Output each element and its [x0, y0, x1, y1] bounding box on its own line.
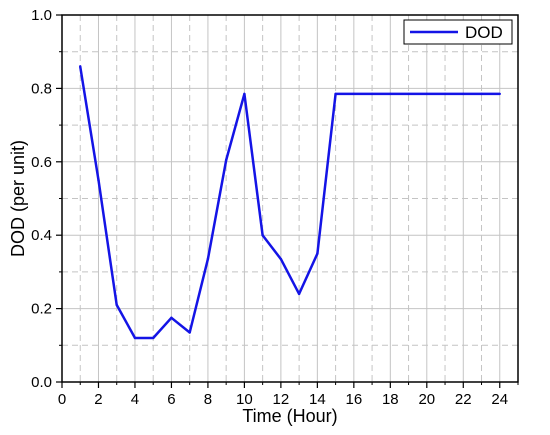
x-tick-label: 10: [236, 391, 253, 408]
x-tick-label: 18: [382, 391, 399, 408]
data-point: [152, 336, 155, 340]
data-point: [170, 316, 173, 319]
data-point: [443, 92, 447, 96]
plot-frame: [61, 14, 519, 383]
data-point: [297, 292, 301, 296]
data-point: [370, 92, 374, 96]
legend: DOD: [403, 19, 513, 45]
x-tick-label: 0: [58, 391, 66, 408]
x-tick-label: 2: [94, 391, 102, 408]
x-tick-label: 12: [273, 391, 290, 408]
x-tick-label: 24: [491, 391, 508, 408]
x-tick-label: 6: [167, 391, 175, 408]
x-axis-label: Time (Hour): [242, 406, 337, 426]
data-point: [334, 92, 337, 96]
data-point: [188, 331, 191, 334]
data-point: [115, 303, 118, 307]
data-point: [316, 252, 319, 255]
tick-labels: 0 2 4 6 8 10 12 14 16 18 20 22 240.00.20.40.60.81.0: [31, 7, 508, 408]
y-tick-label: 0.8: [31, 80, 52, 97]
y-tick-label: 0.2: [31, 301, 52, 318]
series-line-dod: [78, 66, 500, 340]
x-tick-label: 16: [345, 391, 362, 408]
y-axis-label: DOD (per unit): [8, 140, 28, 257]
x-tick-label: 4: [131, 391, 139, 408]
data-point: [224, 158, 228, 162]
series-group: [78, 65, 501, 340]
data-point: [206, 257, 210, 261]
grid: [62, 15, 518, 382]
y-tick-label: 0.4: [31, 227, 52, 244]
data-point: [352, 92, 356, 96]
x-tick-label: 20: [418, 391, 435, 408]
y-tick-label: 1.0: [31, 7, 52, 24]
y-tick-label: 0.0: [31, 374, 52, 391]
legend-label-dod: DOD: [465, 23, 503, 42]
data-point: [425, 92, 428, 96]
axis-ticks: [56, 14, 519, 388]
data-point: [407, 92, 410, 96]
x-tick-label: 8: [204, 391, 212, 408]
data-point: [480, 92, 483, 96]
data-point: [79, 65, 82, 68]
data-point: [97, 178, 100, 182]
data-point: [389, 92, 392, 96]
x-tick-label: 22: [455, 391, 472, 408]
x-tick-label: 14: [309, 391, 326, 408]
data-point: [243, 92, 246, 96]
data-point: [498, 92, 501, 96]
data-point: [133, 336, 137, 340]
data-point: [462, 92, 465, 96]
data-point: [279, 257, 283, 261]
y-tick-label: 0.6: [31, 154, 52, 171]
data-point: [261, 234, 264, 237]
